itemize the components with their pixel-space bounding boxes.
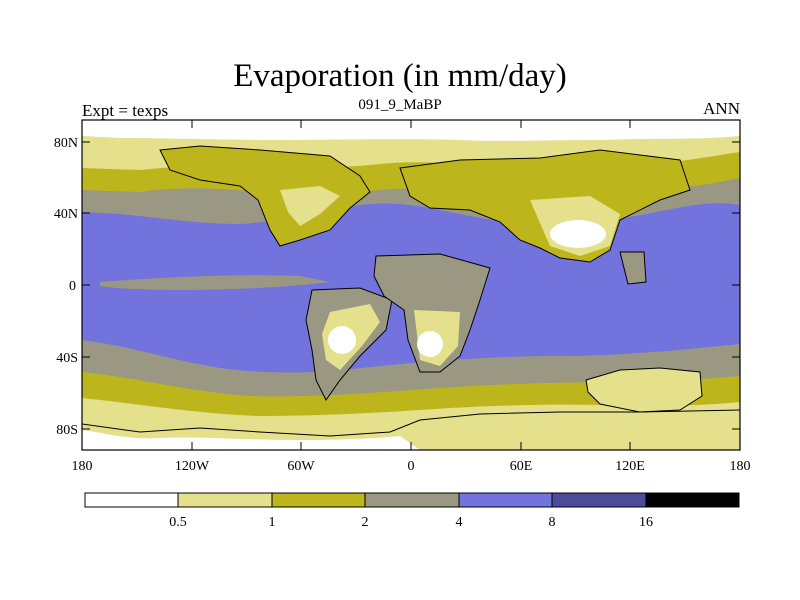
africa-dry xyxy=(417,331,443,357)
colorbar-label: 4 xyxy=(456,515,463,530)
lat-label: 40N xyxy=(54,207,78,222)
lon-label: 120W xyxy=(175,459,210,474)
lon-label: 120E xyxy=(615,459,645,474)
lon-label: 180 xyxy=(72,459,93,474)
south-america-dry xyxy=(328,326,356,354)
colorbar-box xyxy=(177,492,273,508)
lat-label: 80N xyxy=(54,136,78,151)
colorbar: 0.5 1 2 4 8 16 xyxy=(84,492,740,530)
lon-label: 180 xyxy=(730,459,751,474)
lat-label: 80S xyxy=(56,423,78,438)
north-america-land xyxy=(159,145,371,247)
asia-dry xyxy=(550,220,606,248)
colorbar-box xyxy=(458,492,553,508)
india-land xyxy=(619,251,647,285)
colorbar-box xyxy=(645,492,740,508)
lat-ticks xyxy=(82,141,740,430)
experiment-label: Expt = texps xyxy=(82,101,169,120)
map-field xyxy=(82,120,740,450)
equatorial-grey-tongue xyxy=(100,275,330,290)
north-america-light xyxy=(280,186,340,226)
colorbar-label: 1 xyxy=(269,515,276,530)
lat-label: 40S xyxy=(56,351,78,366)
colorbar-box xyxy=(84,492,179,508)
colorbar-box xyxy=(551,492,647,508)
colorbar-label: 2 xyxy=(362,515,369,530)
period-label: 091_9_MaBP xyxy=(358,97,442,113)
colorbar-label: 0.5 xyxy=(169,515,187,530)
lon-label: 60E xyxy=(510,459,533,474)
plot-title: Evaporation (in mm/day) xyxy=(233,58,567,94)
antarctic-white xyxy=(82,430,420,450)
antarctica-outline xyxy=(82,409,740,437)
colorbar-label: 16 xyxy=(639,515,653,530)
colorbar-box xyxy=(364,492,460,508)
season-label: ANN xyxy=(703,99,740,118)
colorbar-label: 8 xyxy=(549,515,556,530)
australia-land xyxy=(585,367,703,413)
arctic-white xyxy=(82,120,740,141)
colorbar-box xyxy=(271,492,366,508)
lon-label: 60W xyxy=(287,459,315,474)
lon-ticks xyxy=(81,120,741,450)
lon-label: 0 xyxy=(408,459,415,474)
lat-label: 0 xyxy=(69,279,76,294)
